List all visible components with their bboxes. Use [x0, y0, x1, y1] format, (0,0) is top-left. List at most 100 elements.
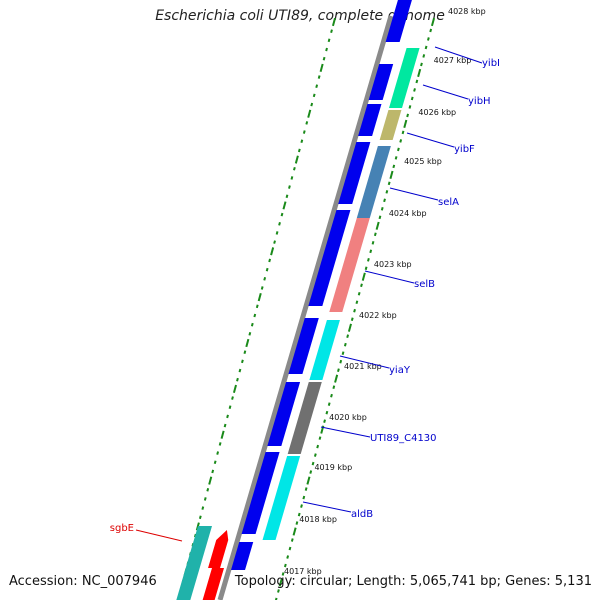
- scale-label: 4028 kbp: [448, 7, 486, 16]
- tick-mark: [316, 444, 320, 449]
- tick-mark: [309, 470, 313, 474]
- tick-mark: [355, 300, 359, 305]
- tick-mark: [380, 207, 384, 211]
- tick-mark: [290, 176, 294, 180]
- cds-feature: [358, 104, 382, 136]
- tick-mark: [277, 589, 280, 593]
- tick-mark: [248, 332, 252, 336]
- tick-mark: [288, 185, 291, 189]
- tick-mark: [317, 75, 321, 79]
- tick-mark: [401, 130, 405, 135]
- tick-mark: [357, 291, 361, 296]
- gene-feature: [356, 146, 391, 218]
- tick-mark: [327, 402, 331, 406]
- tick-mark: [325, 47, 328, 52]
- tick-mark: [332, 385, 336, 389]
- tick-mark: [302, 130, 306, 134]
- tick-mark: [408, 105, 412, 109]
- tick-mark: [369, 249, 373, 254]
- tick-mark: [281, 572, 285, 576]
- tick-mark: [424, 45, 428, 50]
- tick-mark: [330, 29, 333, 33]
- tick-mark: [331, 17, 337, 27]
- tick-mark: [260, 286, 264, 290]
- tick-mark: [250, 322, 254, 327]
- tick-mark: [364, 266, 368, 271]
- cds-feature: [267, 382, 301, 446]
- inner-tick-marks: [274, 17, 436, 600]
- tick-mark: [371, 240, 375, 245]
- tick-mark: [218, 442, 222, 446]
- tick-mark: [311, 461, 315, 466]
- accession-label: Accession: NC_007946: [9, 574, 157, 589]
- tick-mark: [231, 396, 234, 400]
- tick-mark: [236, 377, 239, 382]
- tick-mark: [337, 368, 340, 372]
- tick-mark: [270, 247, 275, 256]
- gene-label: aldB: [351, 509, 373, 520]
- cds-feature: [241, 452, 280, 534]
- tick-mark: [253, 313, 257, 318]
- tick-mark: [346, 334, 350, 339]
- cds-feature: [368, 64, 394, 100]
- tick-mark: [315, 84, 319, 89]
- tick-mark: [343, 342, 347, 347]
- gene-label-leader: [339, 355, 390, 369]
- tick-mark: [295, 521, 299, 525]
- cds-feature: [231, 542, 254, 570]
- tick-mark: [297, 148, 301, 153]
- tick-mark: [406, 113, 410, 118]
- gene-label: yibF: [454, 144, 475, 155]
- tick-mark: [297, 512, 301, 517]
- tick-mark: [327, 38, 331, 43]
- tick-mark: [341, 351, 345, 356]
- tick-mark: [392, 164, 396, 169]
- cds-feature: [308, 210, 351, 306]
- tick-mark: [313, 453, 317, 457]
- tick-mark: [385, 190, 389, 194]
- tick-mark: [312, 93, 316, 98]
- tick-mark: [397, 147, 400, 152]
- tick-mark: [353, 308, 356, 313]
- tick-mark: [334, 374, 339, 383]
- tick-mark: [399, 139, 403, 143]
- tick-mark: [211, 469, 215, 474]
- tick-mark: [323, 419, 326, 423]
- tick-mark: [268, 258, 272, 263]
- tick-mark: [350, 317, 354, 322]
- gene-label: UTI89_C4130: [370, 433, 437, 444]
- tick-mark: [213, 460, 217, 465]
- gene-features: [176, 0, 420, 600]
- scale-label: 4020 kbp: [329, 413, 367, 422]
- genome-backbone: [217, 15, 394, 600]
- gene-feature: [202, 568, 224, 600]
- scale-label: 4024 kbp: [389, 209, 427, 218]
- tick-mark: [273, 240, 276, 244]
- tick-mark: [274, 597, 278, 600]
- tick-mark: [410, 96, 414, 101]
- genome-summary: Topology: circular; Length: 5,065,741 bp…: [234, 574, 592, 589]
- map-title: Escherichia coli UTI89, complete genome: [155, 8, 445, 24]
- tick-mark: [292, 527, 297, 536]
- tick-mark: [378, 215, 382, 220]
- tick-mark: [310, 102, 314, 107]
- tick-mark: [278, 578, 283, 587]
- tick-mark: [347, 323, 352, 332]
- tick-mark: [325, 410, 329, 415]
- tick-mark: [255, 304, 259, 309]
- tick-mark: [367, 257, 370, 262]
- cds-feature: [338, 142, 371, 204]
- gene-feature: [176, 526, 212, 600]
- tick-mark: [389, 170, 394, 179]
- tick-mark: [318, 436, 322, 440]
- tick-mark: [286, 555, 290, 559]
- scale-label: 4017 kbp: [284, 567, 322, 576]
- tick-mark: [282, 201, 287, 210]
- tick-mark: [216, 451, 220, 455]
- gene-feature: [287, 382, 322, 454]
- tick-mark: [226, 414, 229, 419]
- tick-mark: [245, 338, 250, 348]
- tick-mark: [422, 54, 426, 58]
- tick-mark: [220, 430, 225, 439]
